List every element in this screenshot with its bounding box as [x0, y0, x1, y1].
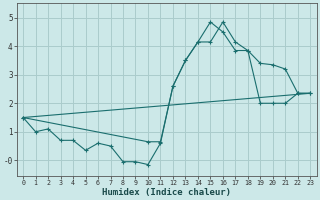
- X-axis label: Humidex (Indice chaleur): Humidex (Indice chaleur): [102, 188, 231, 197]
